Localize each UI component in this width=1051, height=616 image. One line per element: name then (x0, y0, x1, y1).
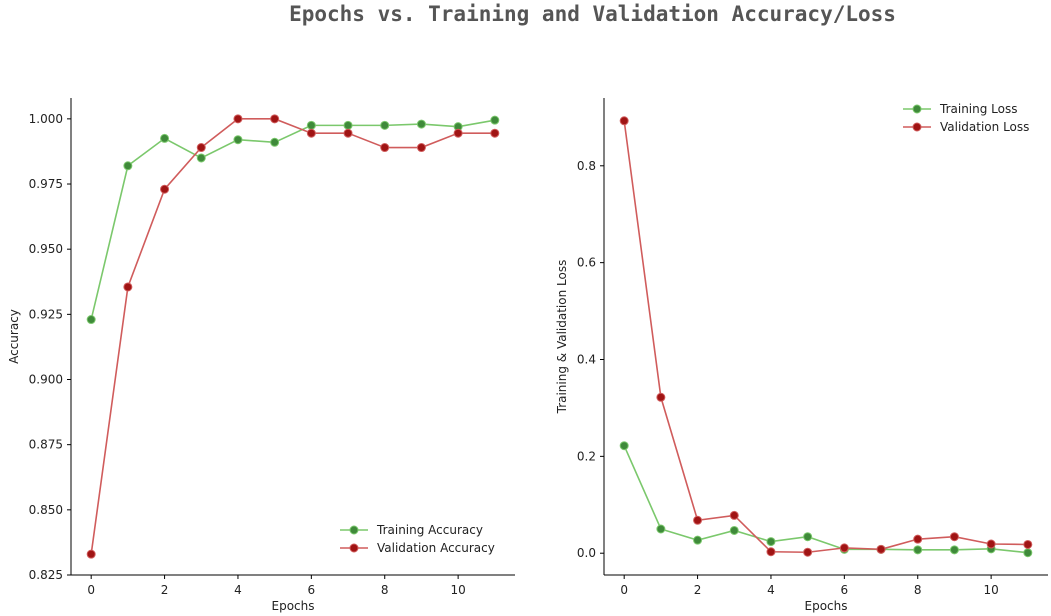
legend-entry: Training Loss (939, 102, 1017, 116)
x-axis-label: Epochs (805, 599, 848, 613)
data-point (490, 115, 500, 125)
data-point (803, 532, 813, 542)
x-tick-label: 8 (381, 583, 389, 597)
x-tick-label: 0 (620, 583, 628, 597)
data-point (656, 524, 666, 534)
data-point (490, 128, 500, 138)
series-train (86, 115, 500, 325)
figure-title: Epochs vs. Training and Validation Accur… (289, 2, 896, 26)
legend-marker (912, 104, 922, 114)
series-val (619, 116, 1033, 557)
x-tick-label: 6 (308, 583, 316, 597)
data-point (766, 537, 776, 547)
data-point (619, 116, 629, 126)
series-line-train (90, 119, 495, 320)
data-point (913, 545, 923, 555)
data-point (160, 184, 170, 194)
y-tick-label: 1.000 (29, 112, 63, 126)
data-point (270, 114, 280, 124)
series-line-val (623, 120, 1028, 554)
legend: Training Loss Validation Loss (903, 102, 1029, 134)
data-point (766, 547, 776, 557)
legend-entry: Validation Loss (940, 120, 1029, 134)
legend-entry: Training Accuracy (376, 523, 483, 537)
data-point (729, 510, 739, 520)
y-tick-label: 0.850 (29, 503, 63, 517)
data-point (913, 534, 923, 544)
data-point (453, 128, 463, 138)
legend: Training Accuracy Validation Accuracy (340, 523, 495, 555)
subplot-1: 0 2 4 6 8 10 0.825 0.850 0.875 0.900 0.925 0.950 0.9… (7, 98, 515, 613)
data-point (196, 143, 206, 153)
data-point (729, 525, 739, 535)
y-tick-label: 0.925 (29, 307, 63, 321)
series-val (86, 114, 500, 559)
x-tick-label: 10 (450, 583, 465, 597)
y-tick-label: 0.6 (577, 256, 596, 270)
data-point (693, 515, 703, 525)
x-tick-label: 2 (694, 583, 702, 597)
x-tick-label: 8 (914, 583, 922, 597)
data-point (86, 315, 96, 325)
legend-marker (349, 525, 359, 535)
y-axis-label: Training & Validation Loss (555, 260, 569, 415)
x-tick-label: 2 (161, 583, 169, 597)
y-tick-label: 0.825 (29, 568, 63, 582)
data-point (306, 128, 316, 138)
y-tick-label: 0.8 (577, 159, 596, 173)
data-point (803, 547, 813, 557)
x-axis-label: Epochs (272, 599, 315, 613)
data-point (876, 544, 886, 554)
series-line-val (90, 118, 495, 555)
legend-marker (349, 543, 359, 553)
y-tick-label: 0.950 (29, 242, 63, 256)
y-tick-label: 0.0 (577, 546, 596, 560)
data-point (1023, 548, 1033, 558)
data-point (619, 441, 629, 451)
data-point (123, 282, 133, 292)
y-axis-label: Accuracy (7, 309, 21, 364)
data-point (270, 137, 280, 147)
x-tick-label: 6 (841, 583, 849, 597)
x-tick-label: 4 (767, 583, 775, 597)
data-point (123, 161, 133, 171)
legend-marker (912, 122, 922, 132)
y-tick-label: 0.975 (29, 177, 63, 191)
data-point (233, 114, 243, 124)
data-point (380, 120, 390, 130)
data-point (949, 532, 959, 542)
data-point (380, 143, 390, 153)
y-tick-label: 0.875 (29, 438, 63, 452)
data-point (1023, 539, 1033, 549)
data-point (839, 543, 849, 553)
legend-entry: Validation Accuracy (377, 541, 495, 555)
data-point (693, 535, 703, 545)
data-point (949, 545, 959, 555)
x-tick-label: 10 (983, 583, 998, 597)
y-tick-label: 0.4 (577, 353, 596, 367)
data-point (986, 539, 996, 549)
subplot-2: 0 2 4 6 8 10 0.0 0.2 0.4 0.6 0.8 Epochs Training & V… (555, 98, 1048, 613)
y-tick-label: 0.900 (29, 373, 63, 387)
data-point (416, 119, 426, 129)
y-tick-label: 0.2 (577, 449, 596, 463)
data-point (196, 153, 206, 163)
data-point (416, 143, 426, 153)
data-point (306, 120, 316, 130)
x-tick-label: 0 (87, 583, 95, 597)
data-point (233, 135, 243, 145)
data-point (160, 133, 170, 143)
series-line-train (623, 445, 1028, 554)
data-point (343, 120, 353, 130)
data-point (343, 128, 353, 138)
x-tick-label: 4 (234, 583, 242, 597)
data-point (86, 549, 96, 559)
data-point (656, 392, 666, 402)
